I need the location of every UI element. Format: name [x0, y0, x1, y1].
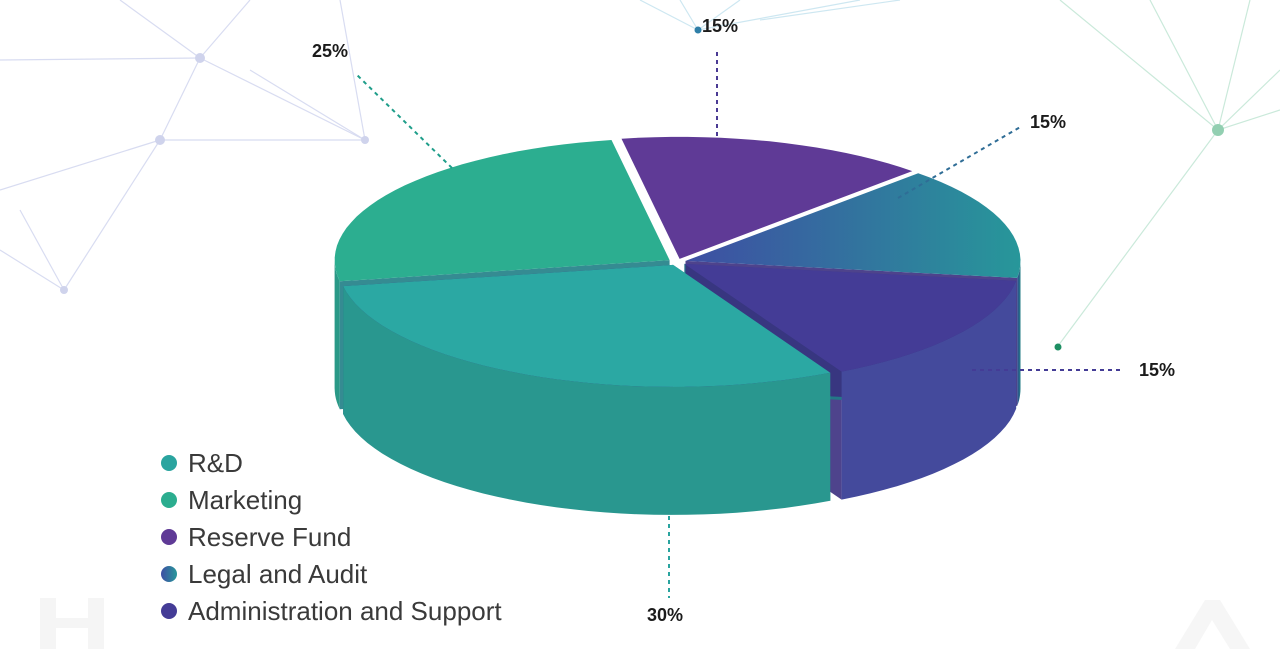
legend-label-marketing: Marketing	[188, 485, 302, 515]
slice-top-administration	[684, 263, 1017, 372]
legend-swatch-marketing	[161, 492, 177, 508]
slice-top-legal-audit	[685, 173, 1021, 278]
legend-item-marketing: Marketing	[161, 485, 302, 515]
slice-side-marketing	[334, 260, 340, 410]
legend: R&D Marketing Reserve Fund Legal and Aud…	[161, 448, 502, 626]
pie-tops	[334, 136, 1021, 387]
label-rd-pct: 30%	[647, 605, 683, 625]
leader-lines	[355, 52, 1122, 598]
leader-dots	[694, 26, 1062, 351]
legend-item-reserve-fund: Reserve Fund	[161, 522, 351, 552]
legend-swatch-legal-audit	[161, 566, 177, 582]
legend-label-legal-audit: Legal and Audit	[188, 559, 368, 589]
label-marketing-pct: 25%	[312, 41, 348, 61]
slice-side-legal-audit	[1017, 260, 1021, 406]
slice-top-reserve-fund	[621, 136, 913, 259]
label-legal-audit-pct: 15%	[1030, 112, 1066, 132]
label-administration-pct: 15%	[1139, 360, 1175, 380]
slice-side-rd	[343, 286, 831, 515]
legend-item-administration: Administration and Support	[161, 596, 502, 626]
legend-swatch-administration	[161, 603, 177, 619]
legend-label-administration: Administration and Support	[188, 596, 502, 626]
legend-swatch-reserve-fund	[161, 529, 177, 545]
legend-item-rd: R&D	[161, 448, 243, 478]
label-reserve-fund-pct: 15%	[702, 16, 738, 36]
legend-swatch-rd	[161, 455, 177, 471]
legend-item-legal-audit: Legal and Audit	[161, 559, 368, 589]
legend-label-reserve-fund: Reserve Fund	[188, 522, 351, 552]
slice-side-administration	[841, 280, 1017, 500]
slice-top-rd	[343, 264, 831, 387]
slice-top-marketing	[334, 140, 670, 282]
legend-label-rd: R&D	[188, 448, 243, 478]
